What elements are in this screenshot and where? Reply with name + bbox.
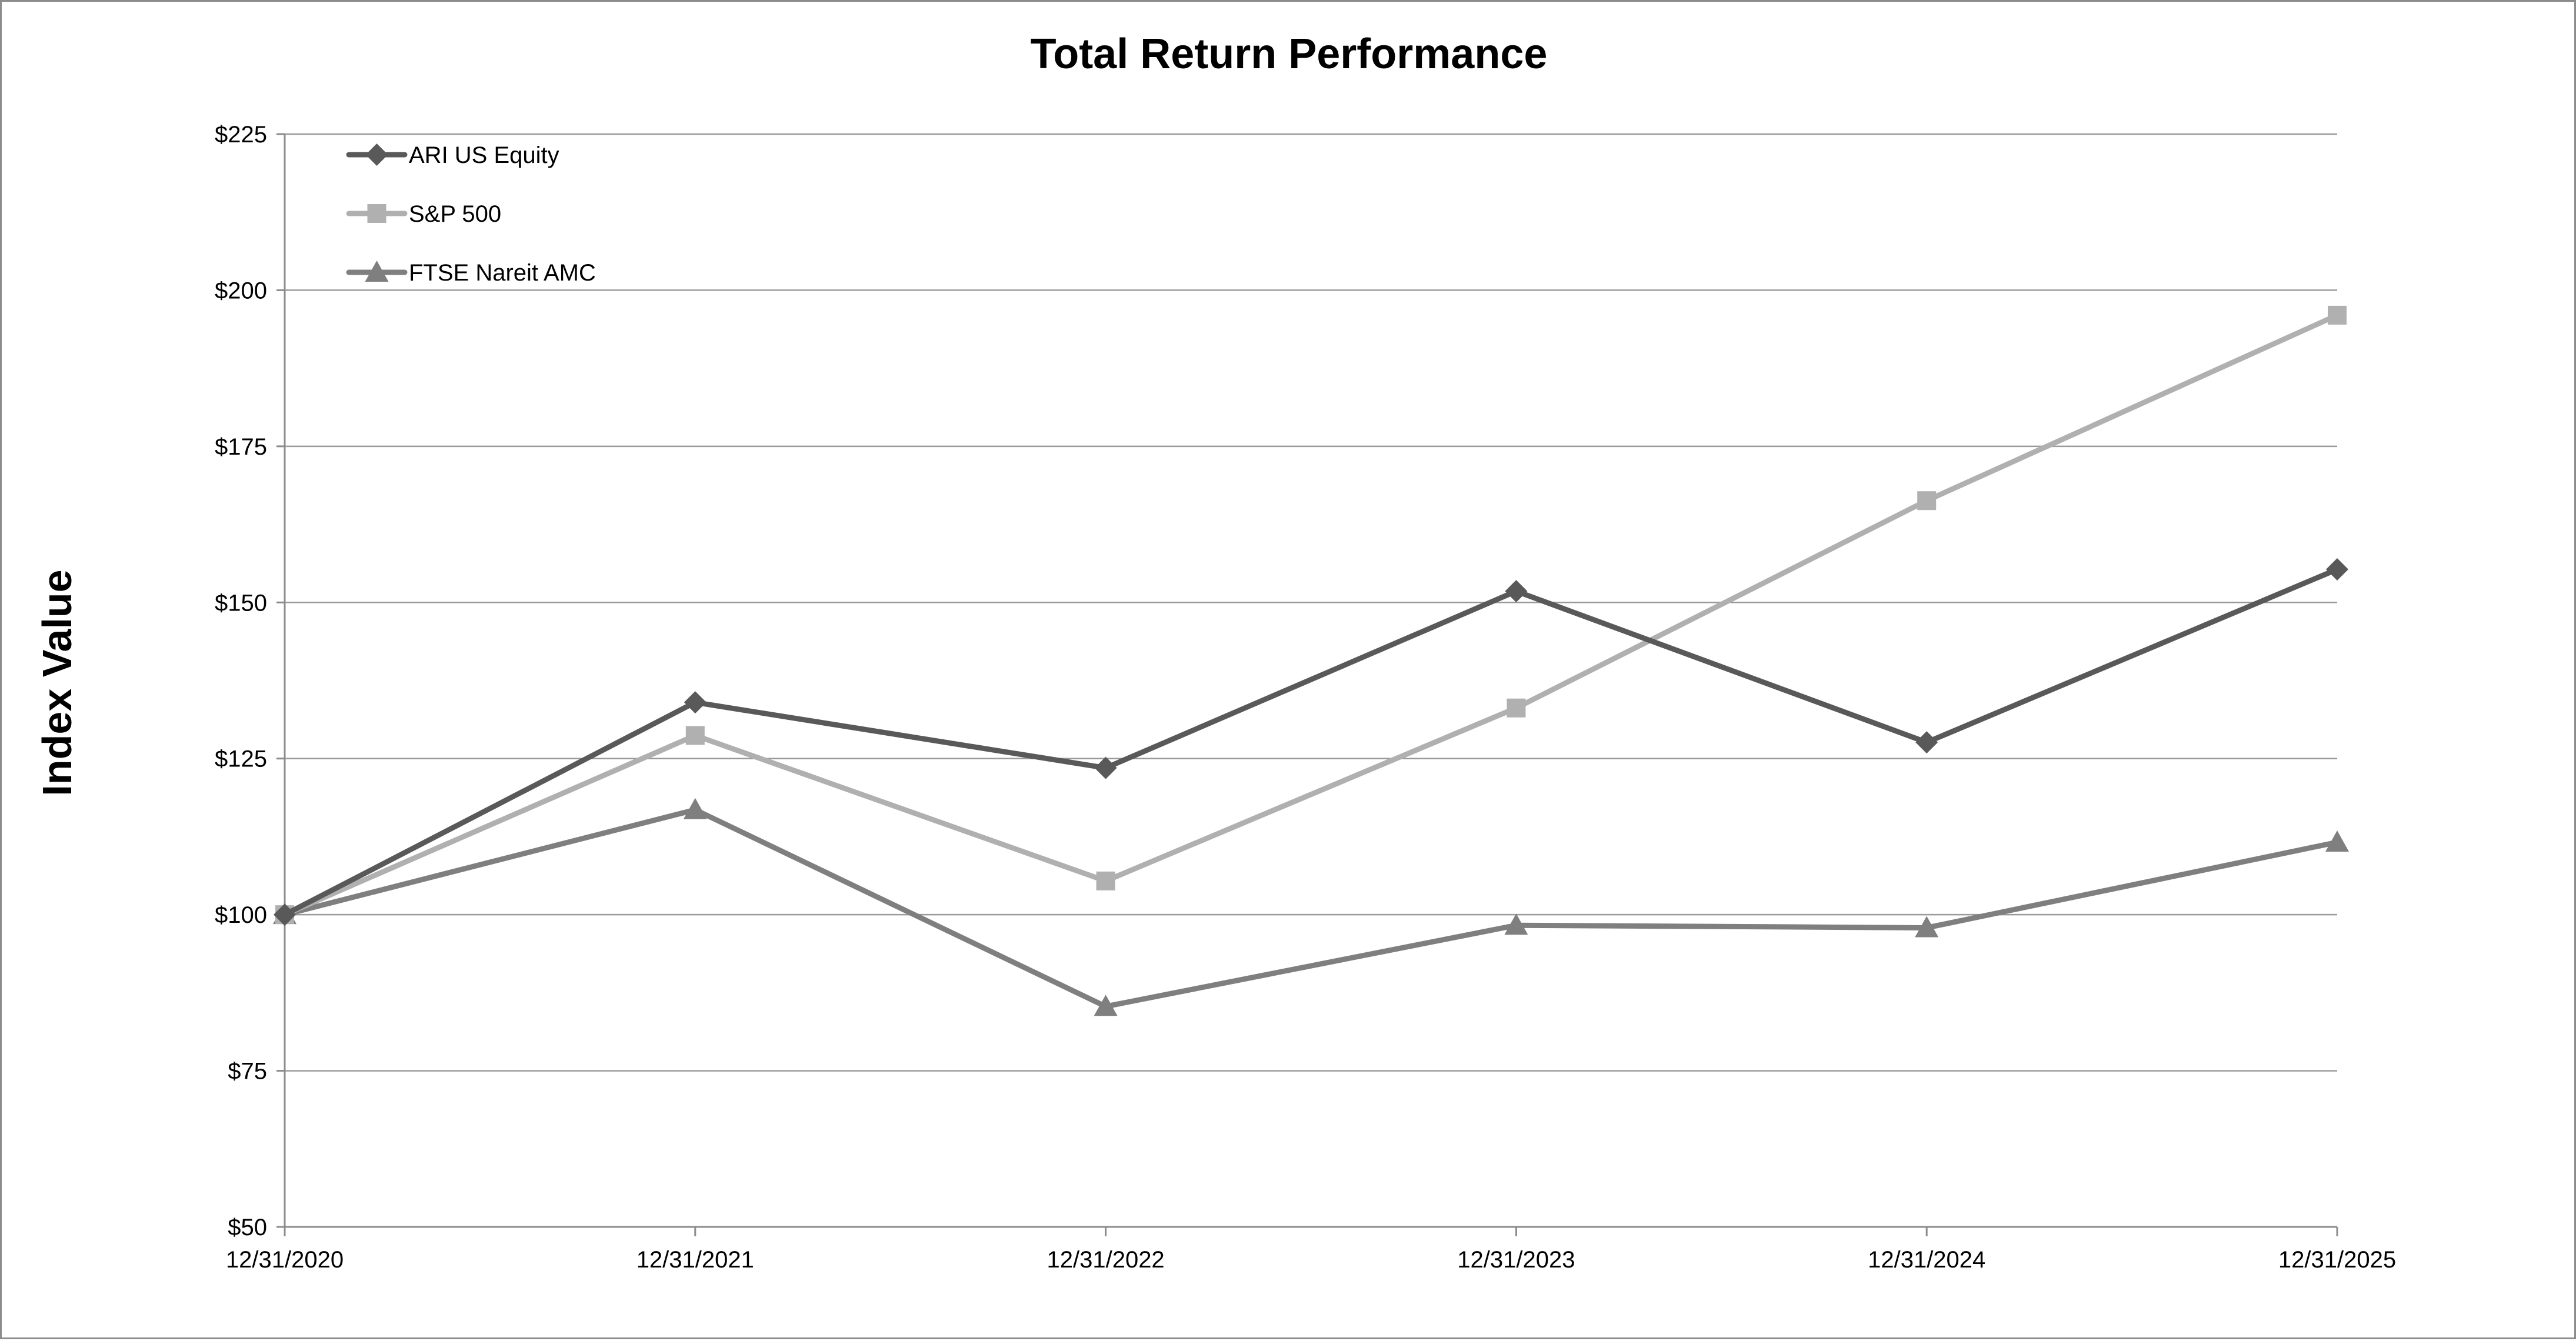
x-tick-label: 12/31/2020 <box>226 1247 344 1273</box>
data-point <box>683 798 707 819</box>
data-point <box>1917 491 1937 511</box>
y-tick-label: $125 <box>215 746 267 772</box>
x-tick-label: 12/31/2021 <box>636 1247 754 1273</box>
chart-title: Total Return Performance <box>1031 31 1548 78</box>
x-tick-label: 12/31/2023 <box>1457 1247 1575 1273</box>
x-tick-label: 12/31/2025 <box>2278 1247 2396 1273</box>
legend-label: S&P 500 <box>409 201 501 227</box>
data-point <box>2326 558 2348 581</box>
series-lines <box>273 305 2349 1016</box>
legend-entry: S&P 500 <box>346 201 501 227</box>
data-point <box>2325 830 2349 852</box>
data-point <box>1504 913 1528 935</box>
y-tick-label: $225 <box>215 122 267 148</box>
legend-label: FTSE Nareit AMC <box>409 260 596 286</box>
y-tick-labels: $50 $75 $100 $125 $150 $175 $200 $225 <box>215 122 267 1240</box>
data-point <box>2328 305 2347 325</box>
gridlines <box>285 133 2337 1072</box>
data-point <box>1505 580 1528 603</box>
data-point <box>1915 916 1939 938</box>
legend-marker <box>365 261 389 282</box>
y-tick-label: $100 <box>215 902 267 928</box>
series-line <box>282 566 2340 918</box>
legend: ARI US Equity S&P 500 FTSE Nareit AMC <box>346 142 596 286</box>
data-point <box>1507 698 1526 718</box>
y-tick-label: $200 <box>215 278 267 303</box>
x-tick-label: 12/31/2022 <box>1047 1247 1164 1273</box>
data-point <box>274 903 296 926</box>
data-point <box>684 691 707 714</box>
series-line <box>282 312 2340 918</box>
y-axis-title: Index Value <box>34 569 80 796</box>
data-point <box>1915 731 1938 754</box>
series-2 <box>273 798 2349 1016</box>
y-tick-label: $150 <box>215 590 267 616</box>
data-point <box>1096 871 1115 890</box>
x-tick-labels: 12/31/2020 12/31/2021 12/31/2022 12/31/2023… <box>226 1247 2396 1273</box>
y-tick-label: $50 <box>228 1215 267 1240</box>
series-1 <box>275 305 2347 925</box>
legend-label: ARI US Equity <box>409 142 559 168</box>
data-point <box>685 726 705 745</box>
legend-marker <box>367 204 386 223</box>
series-0 <box>274 558 2348 926</box>
y-tick-label: $75 <box>228 1059 267 1085</box>
legend-marker <box>365 144 388 166</box>
legend-entry: ARI US Equity <box>346 142 559 168</box>
data-point <box>1094 756 1117 779</box>
x-tick-label: 12/31/2024 <box>1868 1247 1985 1273</box>
data-point <box>1094 995 1118 1016</box>
legend-entry: FTSE Nareit AMC <box>346 260 596 286</box>
y-tick-label: $175 <box>215 434 267 460</box>
series-line <box>282 807 2340 1009</box>
